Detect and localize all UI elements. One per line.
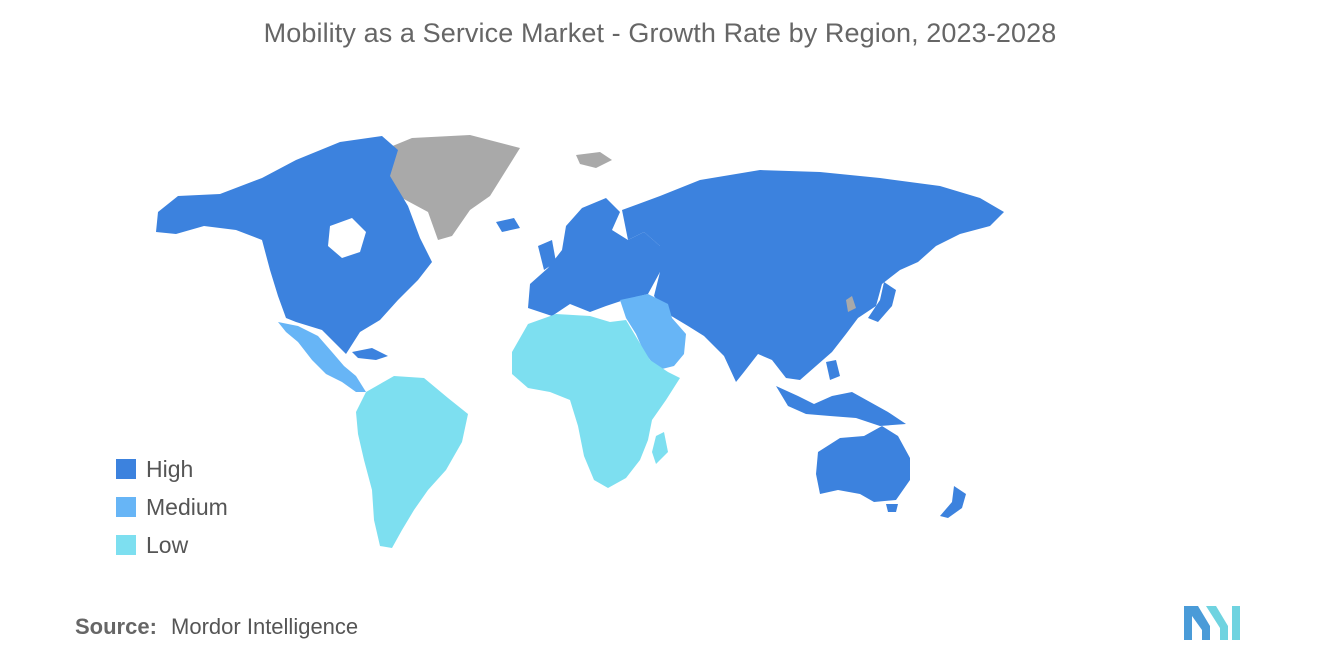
source-value: Mordor Intelligence bbox=[171, 614, 359, 639]
region-madagascar bbox=[652, 432, 668, 464]
region-greenland bbox=[378, 135, 520, 240]
region-iceland bbox=[496, 218, 520, 232]
region-korea bbox=[846, 296, 856, 312]
legend-item-high: High bbox=[116, 450, 228, 488]
region-caribbean bbox=[352, 348, 388, 360]
region-new-zealand bbox=[940, 486, 966, 518]
region-hudson-bay bbox=[328, 218, 366, 258]
region-mexico-central-america bbox=[278, 322, 366, 392]
region-asia bbox=[622, 170, 1004, 382]
region-uk bbox=[538, 240, 556, 270]
legend-item-medium: Medium bbox=[116, 488, 228, 526]
region-north-america bbox=[156, 136, 432, 354]
region-japan bbox=[868, 282, 896, 322]
legend-swatch-low bbox=[116, 535, 136, 555]
region-southeast-asia-islands bbox=[776, 386, 906, 426]
region-arctic-islands bbox=[576, 152, 612, 168]
region-philippines bbox=[826, 360, 840, 380]
region-europe bbox=[528, 198, 660, 316]
region-africa bbox=[512, 314, 680, 488]
mordor-intelligence-logo-icon bbox=[1184, 606, 1240, 640]
source-label: Source: bbox=[75, 614, 157, 639]
region-middle-east bbox=[620, 294, 686, 370]
legend-item-low: Low bbox=[116, 526, 228, 564]
source-line: Source: Mordor Intelligence bbox=[75, 614, 358, 640]
legend: High Medium Low bbox=[116, 450, 228, 564]
region-south-america bbox=[356, 376, 468, 548]
legend-swatch-high bbox=[116, 459, 136, 479]
chart-title: Mobility as a Service Market - Growth Ra… bbox=[263, 18, 1057, 48]
legend-swatch-medium bbox=[116, 497, 136, 517]
legend-label-low: Low bbox=[146, 531, 189, 558]
legend-label-high: High bbox=[146, 455, 194, 482]
region-tasmania bbox=[886, 504, 898, 512]
region-australia bbox=[816, 426, 910, 502]
legend-label-medium: Medium bbox=[146, 493, 228, 520]
